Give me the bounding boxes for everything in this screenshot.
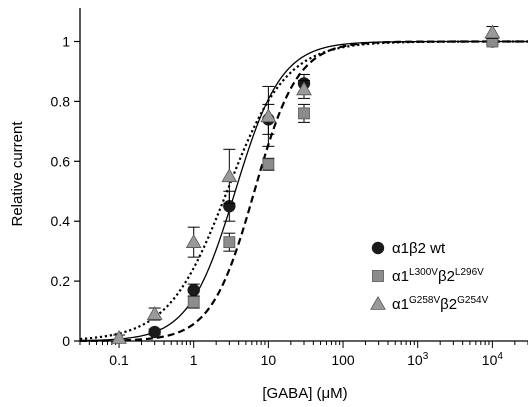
x-tick-label: 103 <box>407 351 429 368</box>
legend: α1β2 wt α1L300Vβ2L296V α1G258Vβ2G254V <box>370 240 489 313</box>
y-tick-label: 0.4 <box>51 213 71 229</box>
legend-marker-square <box>372 270 384 282</box>
data-point-circle <box>187 283 200 297</box>
y-tick-label: 1 <box>62 34 70 50</box>
data-point-square <box>298 107 310 120</box>
x-tick-label: 0.1 <box>109 352 129 368</box>
legend-label: α1β2 wt <box>392 240 446 257</box>
data-point-triangle <box>185 234 202 248</box>
legend-label: α1G258Vβ2G254V <box>392 295 489 313</box>
data-point-triangle <box>260 108 277 123</box>
fit-curve-3 <box>79 40 528 341</box>
axes: 0 0.2 0.4 0.6 0.8 1 0.1 1 10 100 103 104 <box>51 8 528 368</box>
x-tick-label: 1 <box>190 352 198 368</box>
x-axis-title: [GABA] (μM) <box>262 385 347 402</box>
data-point-circle <box>148 325 161 339</box>
x-tick-label: 104 <box>482 351 504 368</box>
y-tick-label: 0 <box>62 333 70 349</box>
x-tick-label: 100 <box>331 352 355 368</box>
y-axis-title: Relative current <box>9 121 26 227</box>
y-tick-label: 0.8 <box>51 93 71 109</box>
data-point-square <box>262 158 275 171</box>
legend-label: α1L300Vβ2L296V <box>392 267 484 285</box>
data-point-triangle <box>296 81 312 96</box>
data-point-triangle <box>111 329 127 344</box>
data-point-triangle <box>146 306 163 320</box>
y-tick-label: 0.6 <box>51 153 71 169</box>
data-point-square <box>187 296 200 308</box>
y-tick-label: 0.2 <box>51 273 71 289</box>
data-point-square <box>223 236 236 249</box>
x-tick-label: 10 <box>261 352 277 368</box>
data-points <box>111 24 501 344</box>
legend-marker-triangle <box>370 295 386 310</box>
data-point-triangle <box>221 168 238 183</box>
legend-marker-circle <box>371 241 385 255</box>
data-point-triangle <box>484 24 501 39</box>
